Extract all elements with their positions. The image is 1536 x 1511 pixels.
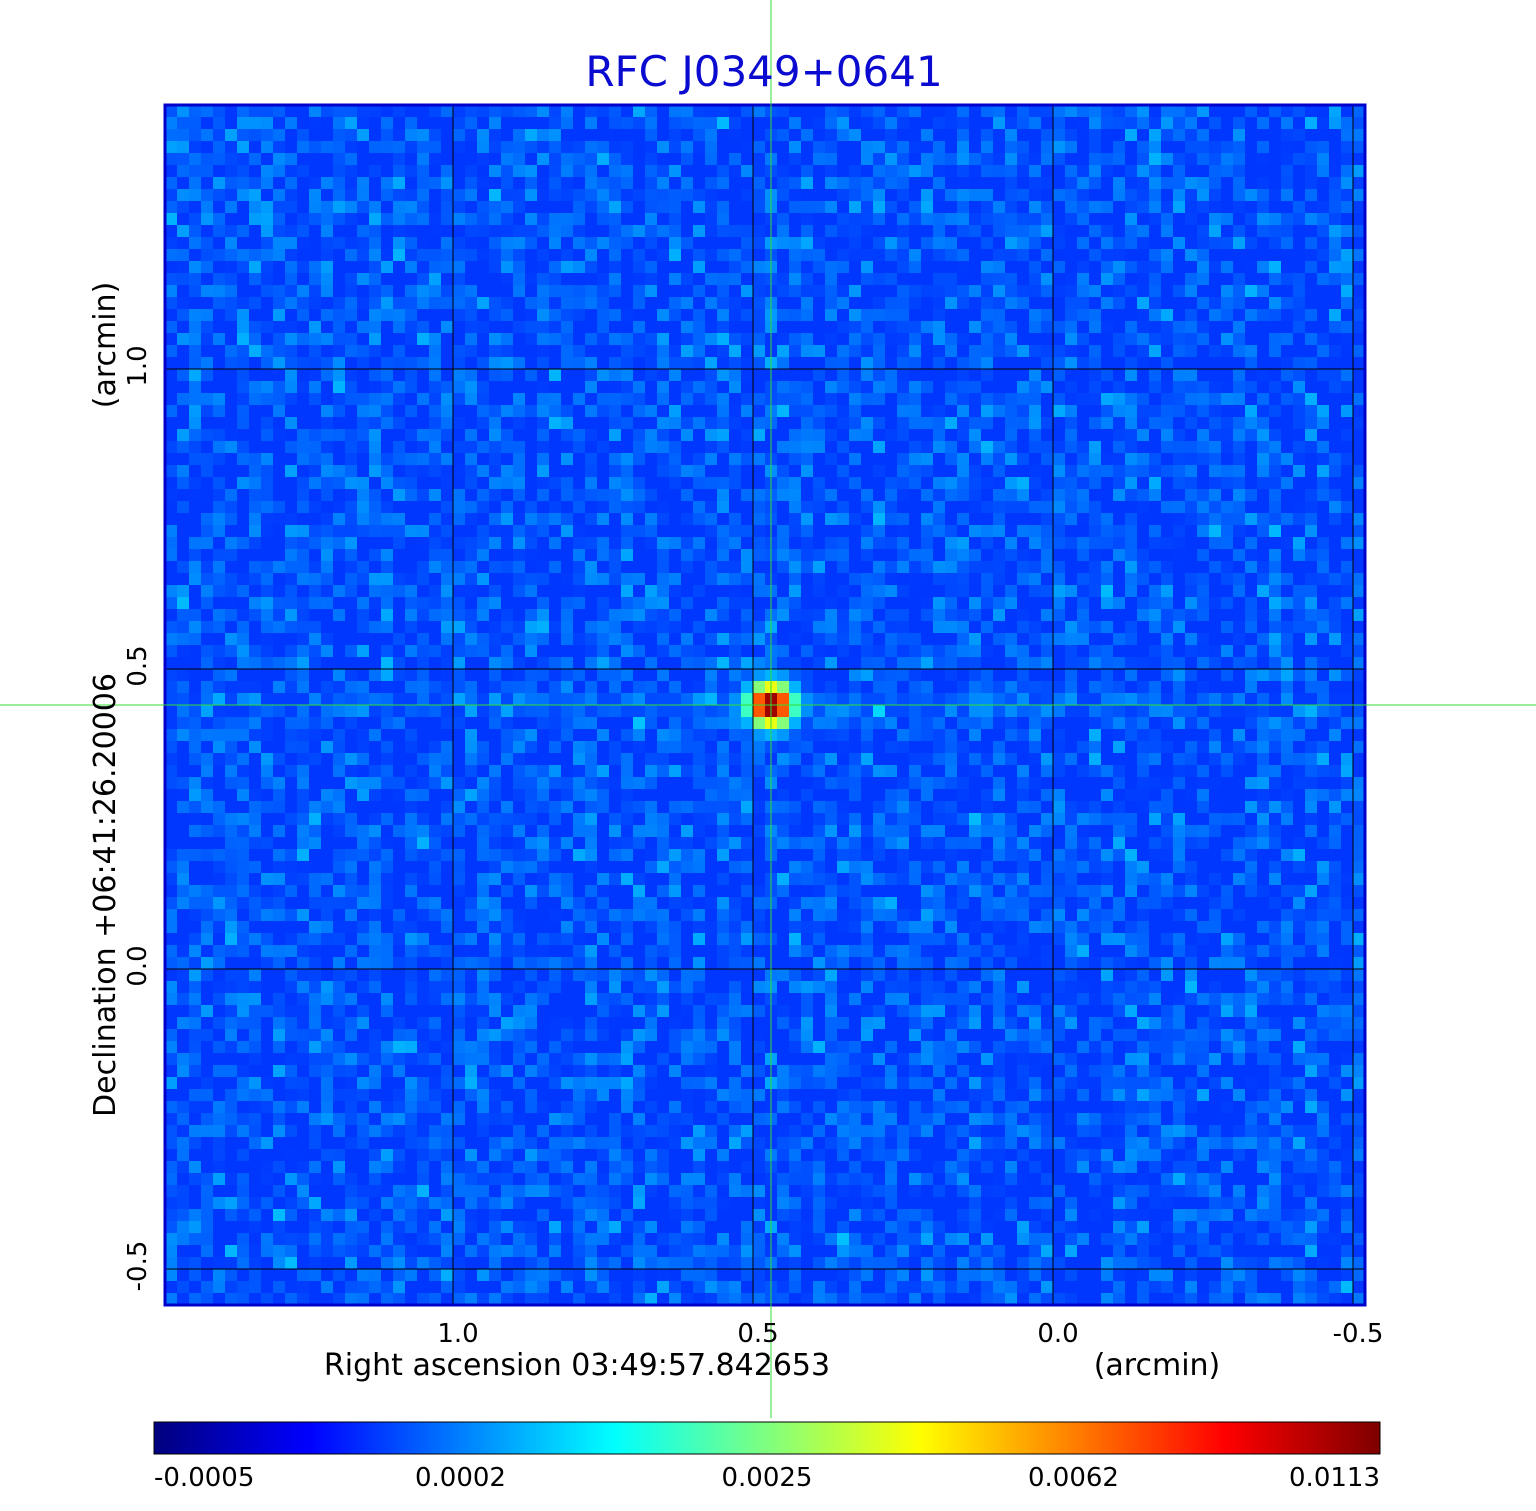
colorbar-tick-label: 0.0025 bbox=[722, 1463, 813, 1493]
x-tick-label: 0.5 bbox=[737, 1319, 778, 1349]
x-tick-label: 0.0 bbox=[1037, 1319, 1078, 1349]
x-axis-unit: (arcmin) bbox=[1094, 1348, 1221, 1383]
x-tick-labels: 1.0 0.5 0.0 -0.5 bbox=[437, 1319, 1383, 1349]
crosshair bbox=[0, 0, 1536, 1418]
y-tick-label: -0.5 bbox=[123, 1241, 153, 1292]
y-axis-label: Declination +06:41:26.20006 bbox=[88, 673, 123, 1117]
colorbar-frame bbox=[153, 1421, 1381, 1455]
y-tick-label: 0.5 bbox=[123, 645, 153, 686]
y-tick-label: 0.0 bbox=[123, 945, 153, 986]
x-tick-label: 1.0 bbox=[437, 1319, 478, 1349]
chart-title: RFC J0349+0641 bbox=[585, 47, 942, 96]
x-tick-label: -0.5 bbox=[1333, 1319, 1384, 1349]
y-tick-labels: 1.0 0.5 0.0 -0.5 bbox=[123, 345, 153, 1291]
x-axis-label: Right ascension 03:49:57.842653 bbox=[324, 1348, 830, 1383]
colorbar-tick-labels: -0.0005 0.0002 0.0025 0.0062 0.0113 bbox=[154, 1463, 1380, 1493]
colorbar-tick-label: 0.0113 bbox=[1289, 1463, 1380, 1493]
colorbar-tick-label: -0.0005 bbox=[154, 1463, 254, 1493]
y-tick-label: 1.0 bbox=[123, 345, 153, 386]
colorbar-tick-label: 0.0002 bbox=[415, 1463, 506, 1493]
colorbar-gradient bbox=[154, 1422, 1380, 1454]
colorbar-tick-label: 0.0062 bbox=[1028, 1463, 1119, 1493]
y-axis-unit: (arcmin) bbox=[88, 282, 123, 409]
